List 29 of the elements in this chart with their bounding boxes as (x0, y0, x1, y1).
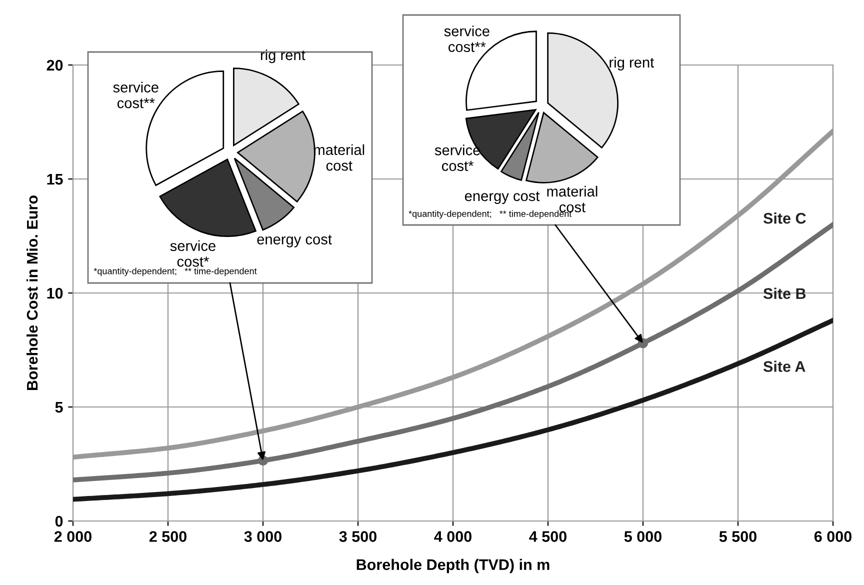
x-tick-label: 4 500 (529, 531, 566, 542)
slice-label: service cost** (444, 26, 490, 52)
x-tick-label: 3 000 (244, 531, 282, 542)
series-label: Site B (763, 288, 806, 299)
x-tick-label: 3 500 (339, 531, 376, 542)
y-axis-title: Borehole Cost in Mio. Euro (26, 196, 38, 390)
y-tick-label: 5 (55, 402, 63, 413)
annotation: *quantity-dependent; ** time-dependent (94, 268, 257, 276)
slice-label: energy cost (257, 234, 332, 248)
slice-label: rig rent (610, 56, 654, 70)
y-tick-label: 15 (47, 174, 63, 185)
series-label: Site C (763, 212, 806, 224)
x-tick-label: 5 000 (624, 531, 662, 542)
x-tick-label: 2 000 (54, 531, 92, 542)
x-tick-label: 2 500 (149, 531, 186, 542)
slice-label: material cost (314, 144, 364, 171)
x-tick-label: 4 000 (434, 531, 472, 542)
x-tick-label: 6 000 (814, 531, 852, 542)
y-tick-label: 0 (55, 516, 63, 527)
series-label: Site A (763, 360, 806, 372)
x-axis-title: Borehole Depth (TVD) in m (356, 558, 550, 574)
y-tick-label: 10 (47, 288, 63, 299)
y-tick-label: 20 (46, 60, 63, 71)
slice-label: energy cost (464, 192, 540, 204)
slice-label: service cost* (170, 240, 216, 267)
x-tick-label: 5 500 (719, 531, 756, 542)
slice-label: service cost** (113, 82, 158, 108)
annotation: *quantity-dependent; ** time-dependent (408, 210, 572, 219)
slice-label: rig rent (260, 49, 306, 64)
